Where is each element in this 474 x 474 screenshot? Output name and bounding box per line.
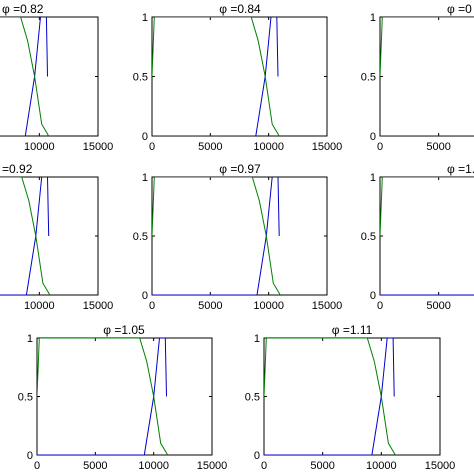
y-tick-label: 0 bbox=[27, 450, 33, 462]
x-tick-label: 5000 bbox=[426, 141, 450, 153]
y-tick-label: 0 bbox=[370, 131, 376, 143]
x-tick-label: 10000 bbox=[253, 141, 284, 153]
x-tick-label: 5000 bbox=[426, 300, 450, 312]
series-line-green bbox=[152, 17, 280, 136]
y-tick-label: 0.5 bbox=[361, 72, 376, 84]
subplot-title: φ =1.11 bbox=[332, 323, 373, 337]
y-tick-label: 0.5 bbox=[245, 392, 260, 404]
subplot-8: 0 5000 10000 15000 0 0.5 1 φ =1.11 bbox=[245, 323, 456, 472]
subplot-title: φ =1.05 bbox=[103, 323, 145, 337]
series-line-green bbox=[380, 17, 474, 77]
y-tick-label: 0.5 bbox=[361, 231, 376, 243]
x-tick-label: 0 bbox=[377, 300, 383, 312]
x-tick-label: 5000 bbox=[198, 300, 222, 312]
x-tick-label: 0 bbox=[377, 141, 383, 153]
series-line-blue bbox=[37, 338, 167, 455]
x-tick-label: 15000 bbox=[425, 460, 456, 472]
subplot-3: 0 5000 0 0.5 1 φ =0 bbox=[361, 2, 474, 153]
series-line-green bbox=[152, 177, 281, 295]
x-tick-label: 15000 bbox=[83, 141, 114, 153]
x-tick-label: 5000 bbox=[198, 141, 222, 153]
x-tick-label: 15000 bbox=[83, 300, 114, 312]
x-tick-label: 10000 bbox=[24, 141, 55, 153]
x-tick-label: 10000 bbox=[138, 460, 169, 472]
y-tick-label: 0 bbox=[370, 290, 376, 302]
series-line-blue bbox=[0, 177, 50, 295]
x-tick-label: 0 bbox=[261, 460, 267, 472]
y-tick-label: 1 bbox=[254, 333, 260, 345]
y-tick-label: 1 bbox=[27, 333, 33, 345]
subplot-title: φ =0.82 bbox=[2, 2, 44, 16]
subplot-7: 0 5000 10000 15000 0 0.5 1 φ =1.05 bbox=[18, 323, 228, 472]
x-tick-label: 10000 bbox=[24, 300, 55, 312]
x-tick-label: 15000 bbox=[312, 141, 343, 153]
y-tick-label: 0 bbox=[142, 290, 148, 302]
y-tick-label: 1 bbox=[142, 172, 148, 184]
x-tick-label: 0 bbox=[149, 141, 155, 153]
series-line-blue bbox=[0, 17, 48, 136]
series-line-green bbox=[264, 338, 396, 455]
y-tick-label: 0.5 bbox=[133, 72, 148, 84]
x-tick-label: 5000 bbox=[83, 460, 107, 472]
series-line-blue bbox=[152, 17, 279, 136]
series-line-green bbox=[37, 338, 169, 455]
y-tick-label: 0 bbox=[142, 131, 148, 143]
subplot-5: 0 5000 10000 15000 0 0.5 1 φ =0.97 bbox=[133, 162, 343, 312]
series-line-green bbox=[0, 17, 50, 136]
series-line-blue bbox=[152, 177, 280, 295]
series-line-green bbox=[0, 177, 51, 295]
x-tick-label: 15000 bbox=[197, 460, 228, 472]
subplot-title: φ =0.97 bbox=[219, 162, 261, 176]
y-tick-label: 0 bbox=[254, 450, 260, 462]
subplot-title: φ =0.84 bbox=[219, 2, 261, 16]
y-tick-label: 1 bbox=[142, 12, 148, 24]
x-tick-label: 0 bbox=[149, 300, 155, 312]
subplot-title: =0.92 bbox=[2, 162, 33, 176]
y-tick-label: 0.5 bbox=[133, 231, 148, 243]
series-line-green bbox=[380, 177, 474, 237]
y-tick-label: 0.5 bbox=[18, 392, 33, 404]
y-tick-label: 1 bbox=[370, 12, 376, 24]
subplot-title: φ =1. bbox=[447, 162, 474, 176]
x-tick-label: 0 bbox=[34, 460, 40, 472]
x-tick-label: 15000 bbox=[312, 300, 343, 312]
subplot-2: 0 5000 10000 15000 0 0.5 1 φ =0.84 bbox=[133, 2, 343, 153]
y-tick-label: 1 bbox=[370, 172, 376, 184]
subplot-title: φ =0 bbox=[447, 2, 472, 16]
x-tick-label: 10000 bbox=[366, 460, 397, 472]
x-tick-label: 5000 bbox=[310, 460, 334, 472]
series-line-blue bbox=[264, 338, 395, 455]
x-tick-label: 10000 bbox=[253, 300, 284, 312]
subplot-6: 0 5000 0 0.5 1 φ =1. bbox=[361, 162, 474, 312]
